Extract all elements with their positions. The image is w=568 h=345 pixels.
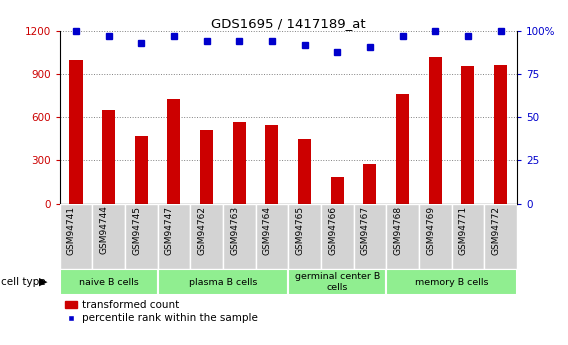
Bar — [331, 177, 344, 204]
Bar — [125, 204, 158, 269]
Bar — [429, 57, 442, 204]
Text: GSM94741: GSM94741 — [67, 206, 76, 255]
Bar — [135, 136, 148, 204]
Bar — [102, 110, 115, 204]
Text: GSM94764: GSM94764 — [263, 206, 272, 255]
Bar — [494, 65, 507, 204]
Bar — [256, 204, 288, 269]
Text: GSM94763: GSM94763 — [230, 206, 239, 255]
Text: GSM94771: GSM94771 — [459, 206, 468, 255]
Text: cell type: cell type — [1, 277, 46, 287]
Text: memory B cells: memory B cells — [415, 277, 488, 287]
Bar — [168, 99, 181, 204]
Bar — [60, 204, 92, 269]
Bar — [321, 204, 353, 269]
Text: ▶: ▶ — [39, 277, 47, 287]
Text: GSM94747: GSM94747 — [165, 206, 174, 255]
Bar — [190, 204, 223, 269]
Bar — [265, 125, 278, 204]
Bar — [60, 269, 158, 295]
Bar — [233, 122, 246, 204]
Text: GSM94768: GSM94768 — [394, 206, 403, 255]
Bar — [69, 60, 82, 204]
Bar — [158, 269, 288, 295]
Text: GSM94745: GSM94745 — [132, 206, 141, 255]
Text: GSM94762: GSM94762 — [198, 206, 207, 255]
Bar — [484, 204, 517, 269]
Bar — [386, 269, 517, 295]
Bar — [386, 204, 419, 269]
Bar — [461, 66, 474, 204]
Bar — [396, 94, 409, 204]
Text: GSM94766: GSM94766 — [328, 206, 337, 255]
Bar — [364, 164, 377, 204]
Bar — [298, 139, 311, 204]
Text: GSM94744: GSM94744 — [99, 206, 108, 254]
Bar — [223, 204, 256, 269]
Bar — [158, 204, 190, 269]
Bar — [419, 204, 452, 269]
Bar — [92, 204, 125, 269]
Bar — [288, 204, 321, 269]
Text: GSM94765: GSM94765 — [295, 206, 304, 255]
Bar — [452, 204, 484, 269]
Bar — [288, 269, 386, 295]
Bar — [353, 204, 386, 269]
Text: GSM94769: GSM94769 — [426, 206, 435, 255]
Text: GSM94767: GSM94767 — [361, 206, 370, 255]
Text: germinal center B
cells: germinal center B cells — [295, 272, 380, 292]
Title: GDS1695 / 1417189_at: GDS1695 / 1417189_at — [211, 17, 366, 30]
Text: plasma B cells: plasma B cells — [189, 277, 257, 287]
Text: naive B cells: naive B cells — [79, 277, 139, 287]
Bar — [200, 130, 213, 204]
Legend: transformed count, percentile rank within the sample: transformed count, percentile rank withi… — [65, 300, 257, 323]
Text: GSM94772: GSM94772 — [491, 206, 500, 255]
